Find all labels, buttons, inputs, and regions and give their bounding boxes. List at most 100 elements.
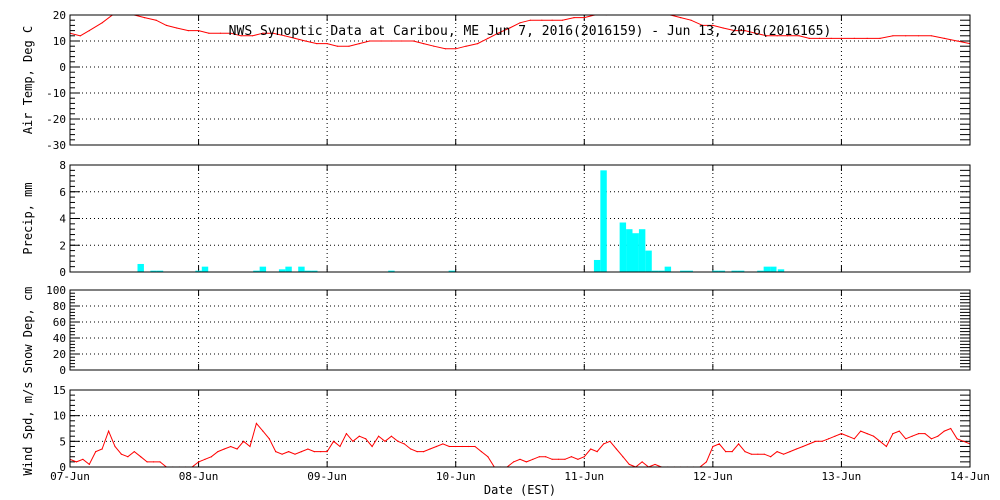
data-point — [75, 461, 78, 463]
panel-3: 100 80 60 40 20 0 Snow Dep, cm — [21, 284, 971, 377]
data-point — [107, 430, 110, 432]
data-point — [815, 440, 817, 442]
precip-bar — [712, 270, 719, 272]
data-point — [120, 453, 123, 455]
data-point — [159, 461, 161, 463]
data-point — [433, 45, 435, 47]
x-tick-label: 14-Jun — [950, 470, 990, 483]
data-point — [705, 461, 708, 463]
data-point — [79, 35, 81, 37]
data-point — [497, 32, 499, 34]
data-point — [435, 445, 438, 448]
y-axis-label: Air Temp, Deg C — [21, 26, 35, 134]
panel-frame — [69, 14, 971, 146]
data-point — [962, 440, 965, 442]
data-point — [930, 35, 933, 37]
precip-bar — [201, 266, 209, 272]
y-tick-label: 0 — [59, 364, 66, 377]
data-point — [365, 438, 367, 440]
data-point — [348, 45, 350, 47]
data-point — [564, 458, 566, 460]
data-point — [892, 35, 894, 37]
data-point — [512, 461, 515, 463]
y-tick-label: 0 — [59, 461, 66, 474]
data-point — [88, 463, 90, 466]
data-point — [538, 456, 540, 458]
data-point — [583, 456, 585, 458]
data-point — [956, 40, 958, 42]
data-point — [358, 43, 360, 45]
data-point — [943, 37, 945, 40]
data-point — [596, 451, 598, 453]
data-point — [529, 19, 531, 21]
data-point — [422, 451, 425, 453]
data-point — [416, 451, 418, 453]
data-point — [474, 445, 476, 448]
y-tick-label: 4 — [59, 213, 66, 226]
data-point — [140, 456, 142, 458]
precip-bar — [777, 269, 785, 272]
data-point — [725, 451, 727, 453]
series-group — [70, 9, 970, 50]
x-tick-labels: 07-Jun 08-Jun 09-Jun 10-Jun 11-Jun 12-Jun 13-J… — [50, 470, 990, 483]
data-point — [242, 440, 245, 442]
data-point — [101, 448, 103, 450]
data-point — [782, 453, 785, 455]
data-point — [885, 445, 888, 448]
data-point — [638, 9, 639, 10]
data-point — [898, 430, 900, 432]
data-point — [316, 43, 318, 45]
data-point — [204, 458, 206, 460]
data-point — [763, 453, 765, 455]
x-tick-label: 10-Jun — [436, 470, 476, 483]
data-point — [240, 35, 242, 37]
precip-bar — [763, 266, 771, 272]
precip-bar — [388, 270, 395, 272]
data-point — [648, 12, 649, 13]
data-point — [519, 22, 521, 24]
data-point — [352, 440, 354, 442]
data-point — [853, 37, 855, 40]
data-point — [786, 35, 789, 37]
data-point — [230, 445, 232, 448]
data-point — [776, 451, 778, 453]
data-point — [230, 32, 232, 34]
precip-bar — [731, 270, 738, 272]
data-point — [467, 445, 470, 448]
data-point — [284, 35, 286, 37]
data-point — [808, 443, 810, 445]
precip-bar — [253, 270, 260, 272]
data-point — [121, 9, 122, 10]
data-point — [384, 440, 386, 442]
series-group — [70, 422, 970, 467]
precip-bar — [645, 250, 652, 272]
data-point — [262, 32, 264, 34]
precip-bar — [632, 233, 639, 272]
data-point — [143, 17, 146, 19]
precip-bar — [664, 266, 672, 272]
y-tick-label: 0 — [59, 61, 66, 74]
data-point — [930, 438, 933, 440]
data-point — [722, 27, 724, 29]
x-tick-label: 11-Jun — [564, 470, 604, 483]
data-point — [917, 35, 920, 37]
data-point — [509, 27, 511, 29]
data-point — [905, 438, 907, 440]
data-point — [165, 24, 168, 26]
data-point — [368, 40, 371, 42]
x-axis-label: Date (EST) — [484, 483, 556, 497]
data-point — [208, 32, 210, 34]
x-tick-label: 07-Jun — [50, 470, 90, 483]
precip-bar — [593, 259, 601, 272]
data-point — [626, 9, 627, 10]
y-tick-label: 20 — [53, 348, 66, 361]
data-point — [905, 35, 907, 37]
data-point — [911, 435, 913, 437]
data-point — [853, 438, 855, 440]
data-point — [403, 443, 405, 445]
data-point — [95, 451, 97, 453]
data-point — [465, 45, 467, 47]
data-point — [602, 443, 605, 445]
data-point — [358, 435, 360, 437]
